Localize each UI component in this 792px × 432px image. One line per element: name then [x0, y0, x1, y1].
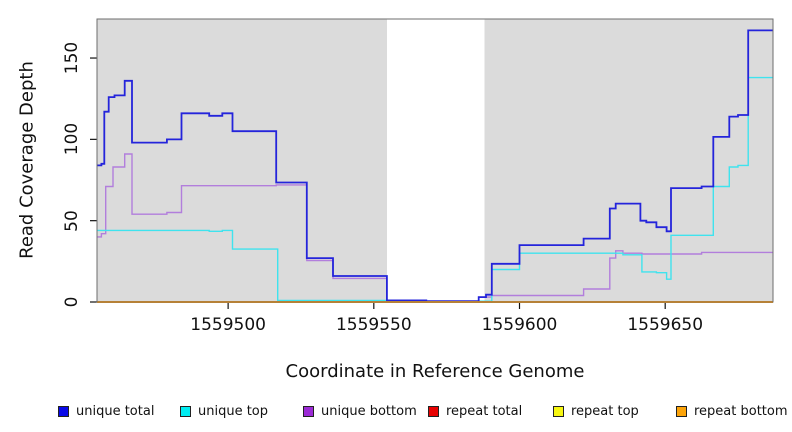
legend-label: repeat top: [571, 404, 639, 419]
x-tick-label: 1559550: [335, 315, 412, 335]
legend-item-unique-bottom: unique bottom: [303, 401, 417, 419]
legend-swatch-icon: [180, 406, 191, 417]
x-axis-title: Coordinate in Reference Genome: [285, 361, 585, 382]
y-axis-title: Read Coverage Depth: [16, 61, 38, 259]
legend-swatch-icon: [553, 406, 564, 417]
legend-item-unique-top: unique top: [180, 401, 269, 419]
legend-swatch-icon: [428, 406, 439, 417]
legend-item-unique-total: unique total: [58, 401, 155, 419]
legend-label: unique top: [198, 404, 269, 419]
legend-swatch-icon: [676, 406, 687, 417]
masked-region-right-plot-region: [484, 19, 773, 302]
legend-item-repeat-top: repeat top: [553, 401, 639, 419]
legend-label: unique total: [76, 404, 155, 419]
x-tick-label: 1559650: [627, 315, 704, 335]
legend-swatch-icon: [58, 406, 69, 417]
y-tick-label: 100: [62, 123, 82, 156]
y-tick-label: 50: [62, 209, 82, 232]
legend-label: repeat total: [446, 404, 523, 419]
y-tick-label: 0: [62, 296, 82, 308]
y-tick-label: 150: [62, 41, 82, 75]
legend-swatch-icon: [303, 406, 314, 417]
series-path-unique-top: [97, 76, 773, 302]
plot-region-left: [97, 19, 387, 302]
legend-label: unique bottom: [321, 404, 417, 419]
series-path-unique-total: [97, 29, 773, 303]
plot-border: [96, 18, 774, 303]
legend-label: repeat bottom: [694, 404, 788, 419]
x-tick-label: 1559500: [190, 315, 266, 335]
legend-item-repeat-total: repeat total: [428, 401, 523, 419]
x-tick-label: 1559600: [481, 315, 558, 335]
legend-item-repeat-bottom: repeat bottom: [676, 401, 788, 419]
